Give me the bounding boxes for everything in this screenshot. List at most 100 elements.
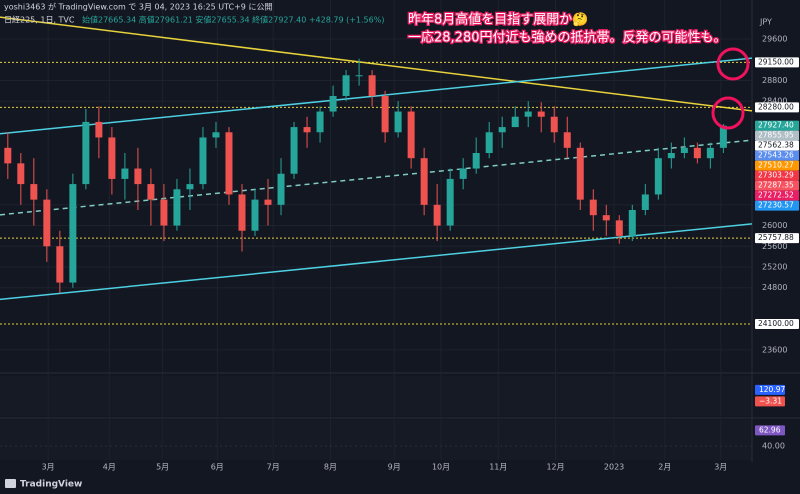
candle-body bbox=[316, 111, 324, 133]
y-tick-label: 25200 bbox=[762, 263, 787, 272]
candle-body bbox=[719, 125, 727, 148]
candle-body bbox=[329, 96, 337, 112]
candle-body bbox=[524, 111, 532, 117]
macd-pane bbox=[0, 376, 752, 416]
y-tick-label: 28400 bbox=[762, 97, 787, 106]
candle-body bbox=[251, 199, 259, 231]
price-label: 27287.35 bbox=[758, 181, 794, 190]
candle-body bbox=[433, 204, 441, 226]
currency: JPY bbox=[759, 18, 772, 27]
candle-body bbox=[446, 178, 454, 226]
rsi-pane bbox=[0, 420, 752, 460]
price-label-box bbox=[755, 170, 799, 181]
y-tick-label: 29600 bbox=[762, 35, 787, 44]
candle-body bbox=[602, 215, 610, 221]
price-label-box bbox=[755, 200, 799, 211]
candle-body bbox=[615, 220, 623, 236]
candle-body bbox=[30, 184, 38, 200]
candle-body bbox=[186, 184, 194, 190]
candle-body bbox=[680, 147, 688, 153]
candle-body bbox=[355, 75, 363, 77]
candle-body bbox=[238, 194, 246, 231]
indicator-label: −3.31 bbox=[759, 396, 782, 405]
x-tick-label: 3月 bbox=[714, 463, 727, 472]
y-tick-label: 25600 bbox=[762, 242, 787, 251]
candle-body bbox=[420, 158, 428, 205]
candle-body bbox=[82, 121, 90, 185]
price-label: 27303.29 bbox=[758, 171, 794, 180]
candle-body bbox=[706, 147, 714, 159]
y-tick-label: 28800 bbox=[762, 76, 787, 85]
candle-body bbox=[277, 173, 285, 205]
candle-body bbox=[212, 132, 220, 138]
ohlc: 始値27665.34 高値27961.21 安値27655.34 終値27927… bbox=[82, 15, 384, 25]
candle-body bbox=[95, 121, 103, 138]
candle-body bbox=[654, 158, 662, 195]
indicator-label-box bbox=[755, 396, 785, 407]
indicator-label-box bbox=[755, 384, 785, 395]
candle-body bbox=[290, 127, 298, 174]
x-tick-label: 3月 bbox=[42, 463, 55, 472]
candle-body bbox=[563, 132, 571, 148]
price-label-box bbox=[755, 319, 799, 329]
candle-body bbox=[641, 194, 649, 210]
price-label: 27927.40 bbox=[758, 121, 794, 130]
price-label: 27230.57 bbox=[758, 201, 794, 210]
candle-body bbox=[108, 137, 116, 179]
x-tick-label: 4月 bbox=[103, 463, 116, 472]
candle-body bbox=[69, 184, 77, 283]
candle-body bbox=[537, 111, 545, 117]
candle-body bbox=[368, 75, 376, 96]
x-tick-label: 7月 bbox=[267, 463, 280, 472]
candle-body bbox=[576, 147, 584, 200]
candle-body bbox=[199, 137, 207, 185]
candle-body bbox=[472, 153, 480, 169]
candle-body bbox=[511, 116, 519, 128]
price-label: 27855.95 bbox=[758, 131, 794, 140]
price-label: 27543.26 bbox=[758, 151, 794, 160]
price-label-box bbox=[755, 160, 799, 171]
price-label-box bbox=[755, 150, 799, 161]
highlight-circle bbox=[716, 47, 750, 81]
candle-body bbox=[134, 168, 142, 185]
candle-body bbox=[407, 111, 415, 159]
candle-body bbox=[342, 75, 350, 96]
candle-body bbox=[225, 132, 233, 195]
price-label: 27272.52 bbox=[758, 191, 794, 200]
price-label-box bbox=[755, 102, 799, 113]
candle-body bbox=[173, 189, 181, 226]
price-label-box bbox=[755, 120, 799, 131]
candle-body bbox=[589, 199, 597, 216]
x-tick-label: 10月 bbox=[432, 463, 450, 472]
annotation: 昨年8月高値を目指す展開か🤔 bbox=[408, 12, 588, 28]
candle-body bbox=[160, 199, 168, 226]
candle-body bbox=[628, 210, 636, 236]
candle-body bbox=[381, 96, 389, 133]
candle-body bbox=[667, 153, 675, 159]
brand-logo bbox=[5, 479, 16, 488]
price-label: 24100.00 bbox=[758, 319, 794, 328]
trend-line bbox=[0, 223, 753, 301]
candle-body bbox=[394, 111, 402, 133]
candle-body bbox=[43, 199, 51, 247]
candle-body bbox=[121, 168, 129, 179]
candle-body bbox=[303, 127, 311, 133]
y-tick-label: 24800 bbox=[762, 283, 787, 292]
indicator-label: 120.97 bbox=[759, 385, 785, 394]
candle-body bbox=[498, 127, 506, 133]
price-label-box bbox=[755, 130, 799, 141]
x-tick-label: 2月 bbox=[658, 463, 671, 472]
x-tick-label: 2023 bbox=[604, 463, 624, 472]
x-tick-label: 6月 bbox=[211, 463, 224, 472]
candle-body bbox=[17, 163, 25, 185]
candle-body bbox=[485, 132, 493, 153]
price-label: 25757.88 bbox=[758, 233, 794, 242]
candle-body bbox=[147, 184, 155, 200]
trend-line bbox=[0, 16, 753, 112]
trend-line bbox=[0, 57, 753, 135]
candle-body bbox=[4, 147, 12, 164]
price-label-box bbox=[755, 180, 799, 191]
price-label: 27510.27 bbox=[758, 161, 794, 170]
